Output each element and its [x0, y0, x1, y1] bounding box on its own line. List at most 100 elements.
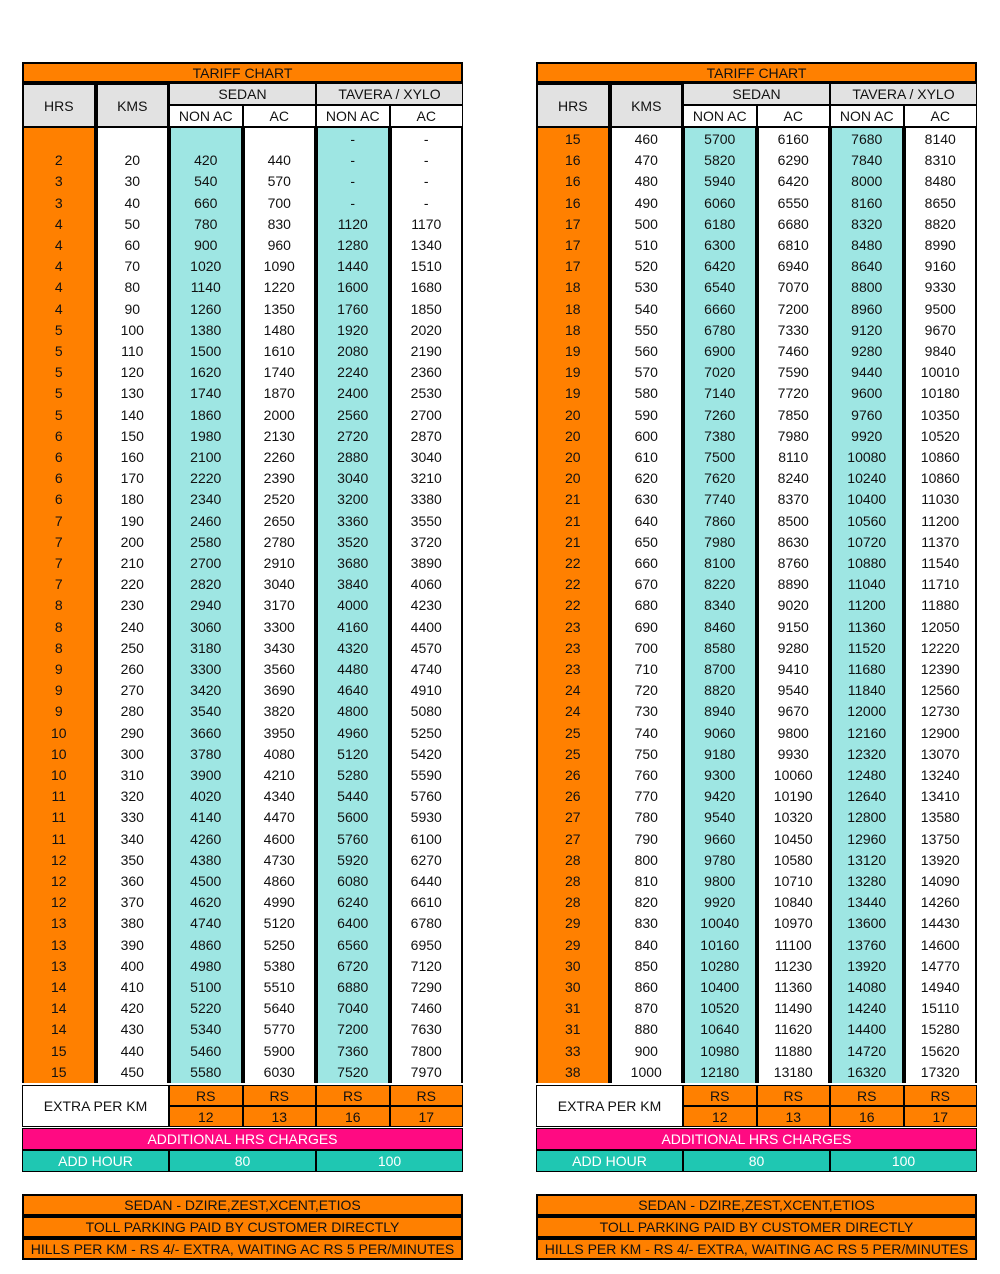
table-cell: 13	[22, 933, 96, 956]
table-cell: 190	[95, 509, 169, 532]
table-cell: 19	[536, 340, 610, 363]
table-cell: 2020	[389, 318, 463, 341]
table-cell: 7460	[756, 340, 830, 363]
table-cell: 8650	[903, 191, 977, 214]
table-cell: 8	[22, 636, 96, 659]
table-cell: 12900	[903, 721, 977, 744]
table-cell: 2	[22, 149, 96, 172]
table-cell: 7860	[683, 509, 757, 532]
table-cell: 17	[536, 212, 610, 235]
extra-value: 12	[683, 1106, 757, 1127]
table-cell: 12	[22, 870, 96, 893]
table-cell: 60	[95, 234, 169, 257]
table-cell: 9500	[903, 297, 977, 320]
table-cell: 18	[536, 276, 610, 299]
table-cell: 11040	[830, 573, 904, 596]
table-cell: 10400	[830, 488, 904, 511]
table-cell: 10640	[683, 1018, 757, 1041]
table-cell: 1220	[242, 276, 316, 299]
table-cell: 4990	[242, 891, 316, 914]
group-header: SEDAN	[683, 83, 830, 105]
table-cell: -	[316, 128, 390, 151]
table-cell: 9180	[683, 742, 757, 765]
table-cell: 3380	[389, 488, 463, 511]
table-cell: 6240	[316, 891, 390, 914]
table-cell: 11	[22, 827, 96, 850]
table-cell: 710	[609, 658, 683, 681]
table-cell: 900	[609, 1039, 683, 1062]
table-cell: 6660	[683, 297, 757, 320]
table-cell: 590	[609, 403, 683, 426]
table-cell: 18	[536, 318, 610, 341]
table-cell: 2650	[242, 509, 316, 532]
table-cell: 10	[22, 764, 96, 787]
table-cell: 7290	[389, 976, 463, 999]
table-cell: 12730	[903, 700, 977, 723]
table-cell: 3680	[316, 552, 390, 575]
table-cell: 3200	[316, 488, 390, 511]
table-cell: 10560	[830, 509, 904, 532]
table-cell: 540	[609, 297, 683, 320]
table-cell: 9	[22, 700, 96, 723]
table-cell: 1350	[242, 297, 316, 320]
table-cell: 440	[95, 1039, 169, 1062]
table-cell: 28	[536, 870, 610, 893]
table-cell: 31	[536, 1018, 610, 1041]
table-cell: 70	[95, 255, 169, 278]
extra-value: 16	[830, 1106, 904, 1127]
table-cell: 8700	[683, 658, 757, 681]
table-cell: 6610	[389, 891, 463, 914]
table-cell: 6030	[242, 1060, 316, 1083]
table-cell: 8960	[830, 297, 904, 320]
table-cell: 28	[536, 848, 610, 871]
table-cell: 340	[95, 827, 169, 850]
table-cell	[22, 128, 96, 151]
column-header: HRS	[536, 83, 610, 128]
table-cell: 4000	[316, 594, 390, 617]
table-cell: 25	[536, 721, 610, 744]
table-cell: 6	[22, 467, 96, 490]
table-cell: 3520	[316, 530, 390, 553]
table-cell: 640	[609, 509, 683, 532]
table-cell: 11880	[903, 594, 977, 617]
table-cell: 1380	[169, 318, 243, 341]
table-cell: 7590	[756, 361, 830, 384]
note: HILLS PER KM - RS 4/- EXTRA, WAITING AC …	[536, 1238, 977, 1260]
extra-value: 17	[389, 1106, 463, 1127]
table-cell: 290	[95, 721, 169, 744]
table-cell: 3900	[169, 764, 243, 787]
table-cell: 740	[609, 721, 683, 744]
table-cell: 5120	[316, 742, 390, 765]
table-cell: 4740	[169, 912, 243, 935]
table-cell: 700	[242, 191, 316, 214]
table-cell: 10720	[830, 530, 904, 553]
extra-value: 16	[316, 1106, 390, 1127]
table-cell: 5760	[316, 827, 390, 850]
table-cell: -	[316, 191, 390, 214]
table-cell: 310	[95, 764, 169, 787]
table-cell: 1610	[242, 340, 316, 363]
table-cell: 9600	[830, 382, 904, 405]
table-cell: 1760	[316, 297, 390, 320]
table-cell: 9920	[683, 891, 757, 914]
table-cell: 680	[609, 594, 683, 617]
table-cell: 700	[609, 636, 683, 659]
table-cell: 5380	[242, 954, 316, 977]
table-cell: 6	[22, 424, 96, 447]
table-cell: 7500	[683, 446, 757, 469]
table-cell: 400	[95, 954, 169, 977]
table-cell: 10580	[756, 848, 830, 871]
table-cell: 7020	[683, 361, 757, 384]
table-cell: 630	[609, 488, 683, 511]
table-cell: 2240	[316, 361, 390, 384]
table-cell: 12800	[830, 806, 904, 829]
table-cell: 9060	[683, 721, 757, 744]
table-cell: 2700	[169, 552, 243, 575]
table-cell: 5510	[242, 976, 316, 999]
table-cell: 13440	[830, 891, 904, 914]
table-cell: 8370	[756, 488, 830, 511]
table-cell: 3780	[169, 742, 243, 765]
table-cell: 5940	[683, 170, 757, 193]
table-cell: 1090	[242, 255, 316, 278]
